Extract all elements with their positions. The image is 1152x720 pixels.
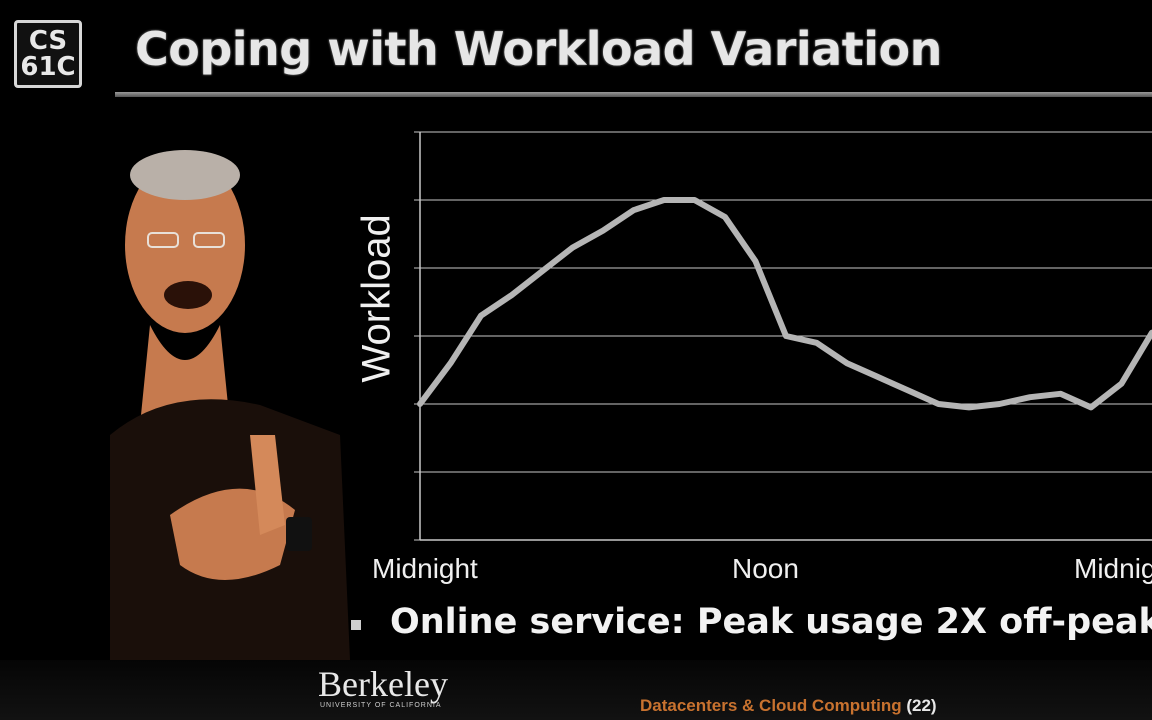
- chart-y-axis-label: Workload: [354, 214, 399, 383]
- x-tick-midnight-end: Midnight: [1074, 553, 1152, 584]
- footer-topic-text: Datacenters & Cloud Computing: [640, 696, 902, 715]
- workload-chart: [414, 131, 1152, 541]
- bullet-text: Online service: Peak usage 2X off-peak: [390, 602, 1152, 642]
- footer-topic: Datacenters & Cloud Computing (22): [640, 696, 937, 716]
- cs61c-logo: CS 61C: [14, 20, 82, 88]
- logo-line-2: 61C: [20, 52, 76, 82]
- footer-page-number: (22): [906, 696, 937, 715]
- x-tick-midnight-start: Midnight: [372, 553, 478, 584]
- logo-line-1: CS: [28, 26, 68, 56]
- berkeley-subtitle: UNIVERSITY OF CALIFORNIA: [320, 702, 442, 709]
- presenter-video-overlay: [110, 150, 350, 660]
- berkeley-wordmark: Berkeley: [318, 664, 448, 704]
- slide-title: Coping with Workload Variation: [135, 22, 942, 76]
- x-tick-noon: Noon: [732, 553, 799, 584]
- bullet-marker: [351, 620, 361, 630]
- workload-series-line: [417, 197, 1152, 411]
- title-divider: [115, 92, 1152, 97]
- footer-band: [0, 660, 1152, 720]
